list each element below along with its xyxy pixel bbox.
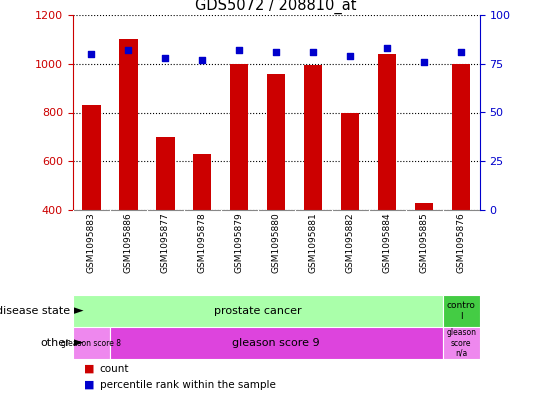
Text: ►: ►	[74, 305, 84, 318]
Text: GSM1095883: GSM1095883	[87, 213, 96, 273]
Point	[161, 55, 170, 61]
Bar	[110, 327, 443, 359]
Bar	[304, 65, 322, 307]
Text: other: other	[40, 338, 70, 348]
Text: GSM1095878: GSM1095878	[198, 213, 207, 273]
Bar	[452, 64, 471, 307]
Point	[124, 47, 133, 53]
Bar	[82, 105, 100, 307]
Bar	[73, 327, 110, 359]
Point	[383, 45, 391, 51]
Point	[346, 53, 355, 59]
Text: prostate cancer: prostate cancer	[214, 306, 301, 316]
Point	[198, 57, 206, 63]
Bar	[341, 112, 360, 307]
Bar	[230, 64, 248, 307]
Text: ■: ■	[84, 380, 94, 389]
Text: percentile rank within the sample: percentile rank within the sample	[100, 380, 275, 389]
Bar	[443, 327, 480, 359]
Text: gleason
score
n/a: gleason score n/a	[446, 328, 476, 358]
Bar	[415, 203, 433, 307]
Bar	[119, 39, 137, 307]
Bar	[156, 137, 175, 307]
Text: gleason score 8: gleason score 8	[61, 338, 121, 347]
Text: ►: ►	[74, 336, 84, 349]
Text: count: count	[100, 364, 129, 373]
Text: contro
l: contro l	[447, 301, 475, 321]
Text: GSM1095884: GSM1095884	[383, 213, 392, 273]
Bar	[443, 295, 480, 327]
Bar	[378, 54, 397, 307]
Text: GSM1095877: GSM1095877	[161, 213, 170, 273]
Bar	[193, 154, 211, 307]
Text: GSM1095885: GSM1095885	[420, 213, 429, 273]
Text: GSM1095886: GSM1095886	[124, 213, 133, 273]
Point	[272, 49, 281, 55]
Title: GDS5072 / 208810_at: GDS5072 / 208810_at	[196, 0, 357, 14]
Text: GSM1095880: GSM1095880	[272, 213, 281, 273]
Bar	[267, 73, 286, 307]
Text: disease state: disease state	[0, 306, 70, 316]
Text: gleason score 9: gleason score 9	[232, 338, 320, 348]
Text: GSM1095879: GSM1095879	[235, 213, 244, 273]
Point	[420, 59, 429, 65]
Point	[235, 47, 244, 53]
Point	[309, 49, 317, 55]
Text: GSM1095881: GSM1095881	[309, 213, 317, 273]
Text: GSM1095882: GSM1095882	[345, 213, 355, 273]
Text: GSM1095876: GSM1095876	[457, 213, 466, 273]
Text: ■: ■	[84, 364, 94, 373]
Point	[87, 51, 95, 57]
Point	[457, 49, 466, 55]
